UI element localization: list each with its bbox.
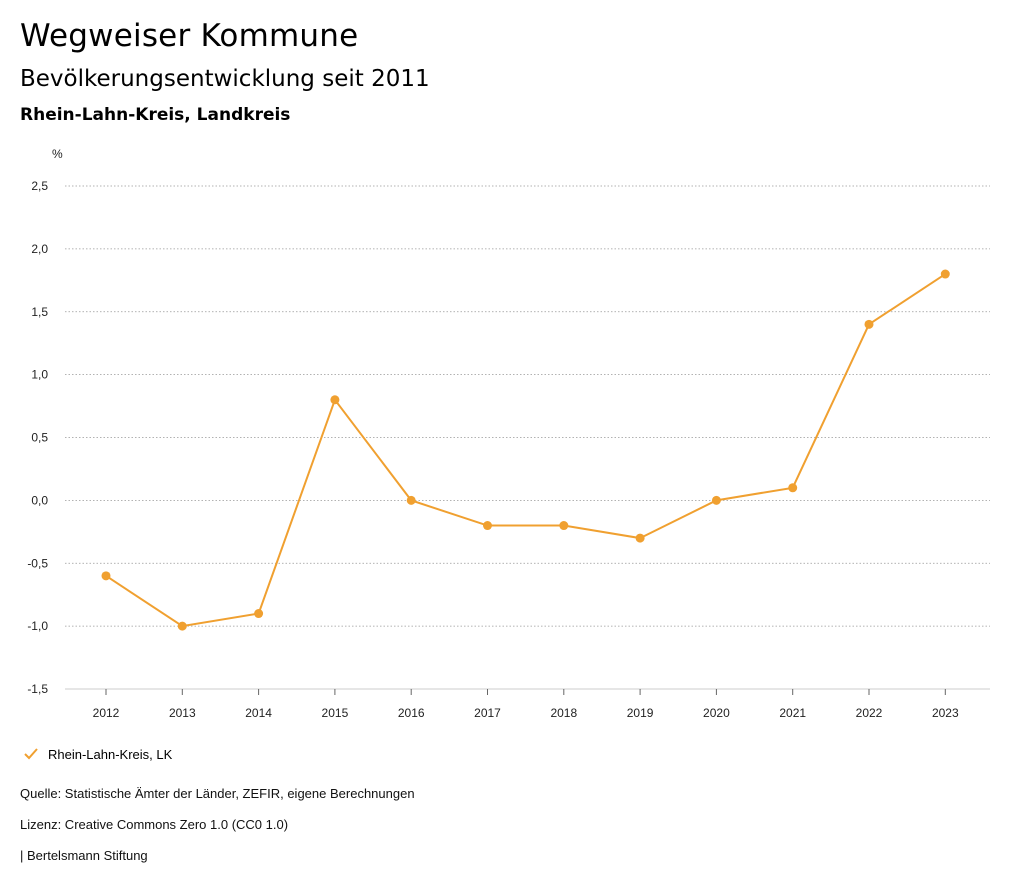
x-tick-label: 2017 <box>474 706 501 720</box>
data-point[interactable] <box>711 495 721 505</box>
region-label: Rhein-Lahn-Kreis, Landkreis <box>20 105 291 125</box>
chart-subtitle: Bevölkerungsentwicklung seit 2011 <box>20 66 430 92</box>
y-tick-label: 0,0 <box>31 493 48 507</box>
legend[interactable]: Rhein-Lahn-Kreis, LK <box>22 745 172 763</box>
grid-lines <box>65 185 990 690</box>
y-tick-label: -1,0 <box>27 619 48 633</box>
y-tick-label: 1,5 <box>31 305 48 319</box>
data-point[interactable] <box>559 521 569 531</box>
check-icon <box>22 745 40 763</box>
x-tick-label: 2018 <box>550 706 577 720</box>
license-note: Lizenz: Creative Commons Zero 1.0 (CC0 1… <box>20 817 289 832</box>
data-point[interactable] <box>788 483 798 493</box>
y-tick-label: 0,5 <box>31 431 48 445</box>
brand-note: | Bertelsmann Stiftung <box>20 848 148 863</box>
x-tick-label: 2021 <box>779 706 806 720</box>
data-point[interactable] <box>177 621 187 631</box>
data-point[interactable] <box>101 571 111 581</box>
data-point[interactable] <box>254 609 264 619</box>
data-point[interactable] <box>483 521 492 531</box>
series-line <box>105 273 946 628</box>
data-point[interactable] <box>406 495 416 505</box>
source-note: Quelle: Statistische Ämter der Länder, Z… <box>20 786 415 801</box>
x-tick-label: 2019 <box>627 706 654 720</box>
series-group <box>101 269 950 631</box>
legend-label: Rhein-Lahn-Kreis, LK <box>48 746 173 762</box>
y-tick-label: 2,0 <box>31 242 48 256</box>
line-chart: % 2,52,01,51,00,50,0-0,5-1,0-1,5 2012 201… <box>27 147 990 720</box>
x-tick-label: 2014 <box>245 706 272 720</box>
y-axis-ticks: 2,5 2,0 1,5 1,0 0,5 0,0 -0,5 -1,0 -1,5 <box>27 179 48 696</box>
x-tick-label: 2013 <box>169 706 196 720</box>
page-title: Wegweiser Kommune <box>20 18 359 54</box>
y-tick-label: 1,0 <box>31 368 48 382</box>
data-point[interactable] <box>940 269 950 279</box>
x-tick-label: 2015 <box>322 706 349 720</box>
y-tick-label: -1,5 <box>27 682 48 696</box>
y-tick-label: -0,5 <box>27 556 48 570</box>
x-tick-label: 2020 <box>703 706 730 720</box>
data-point[interactable] <box>330 395 340 405</box>
y-axis-unit: % <box>52 147 63 161</box>
x-tick-label: 2016 <box>398 706 425 720</box>
data-point[interactable] <box>864 319 874 329</box>
x-tick-label: 2022 <box>856 706 883 720</box>
x-axis-ticks: 2012 2013 2014 2015 2016 2017 2018 2019 2020 2021… <box>93 689 959 720</box>
x-tick-label: 2023 <box>932 706 959 720</box>
x-tick-label: 2012 <box>93 706 120 720</box>
y-tick-label: 2,5 <box>31 179 48 193</box>
data-point[interactable] <box>635 533 645 543</box>
